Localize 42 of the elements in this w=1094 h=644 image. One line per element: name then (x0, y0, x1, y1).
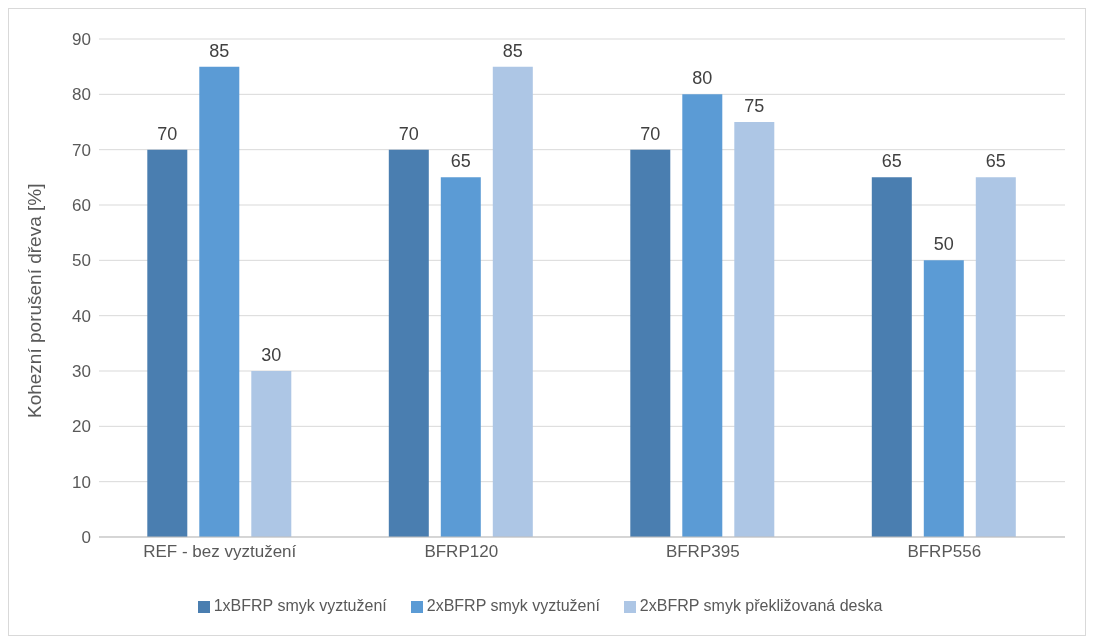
data-label: 65 (985, 151, 1006, 172)
bar (630, 149, 671, 537)
data-label: 50 (933, 234, 954, 255)
bar (199, 66, 240, 537)
data-label: 65 (881, 151, 902, 172)
x-tick-label: BFRP120 (424, 542, 499, 562)
y-tick-label: 90 (72, 30, 91, 50)
bar (147, 149, 188, 537)
y-axis-title: Kohezní porušení dřeva [%] (23, 183, 45, 418)
y-tick-label: 40 (72, 306, 91, 326)
data-label: 30 (261, 345, 282, 365)
x-tick-label: REF - bez vyztužení (143, 542, 297, 562)
legend-label: 1xBFRP smyk vyztužení (213, 597, 387, 614)
bar (440, 177, 481, 537)
data-label: 85 (209, 40, 230, 61)
y-tick-label: 10 (72, 472, 91, 492)
bar (251, 371, 292, 537)
bar (682, 94, 723, 537)
data-label: 65 (450, 151, 471, 172)
y-tick-label: 20 (72, 417, 91, 437)
data-label: 75 (744, 96, 765, 116)
x-tick-label: BFRP556 (907, 542, 982, 562)
data-label: 80 (692, 68, 713, 89)
y-tick-label: 30 (72, 362, 91, 382)
data-label: 70 (157, 123, 178, 144)
bar (871, 177, 912, 537)
data-label: 85 (502, 40, 523, 61)
y-tick-label: 70 (72, 140, 91, 160)
bar (975, 177, 1016, 537)
bar (923, 260, 964, 537)
legend-label: 2xBFRP smyk vyztužení (426, 597, 600, 614)
y-tick-label: 60 (72, 196, 91, 216)
bar (492, 66, 533, 537)
y-tick-label: 80 (72, 85, 91, 105)
data-label: 70 (398, 123, 419, 144)
y-tick-label: 50 (72, 251, 91, 271)
bar (388, 149, 429, 537)
bar (734, 122, 775, 537)
x-tick-label: BFRP395 (665, 542, 740, 562)
data-label: 70 (640, 123, 661, 144)
y-tick-label: 0 (81, 528, 91, 548)
legend-label: 2xBFRP smyk překližovaná deska (639, 597, 883, 614)
